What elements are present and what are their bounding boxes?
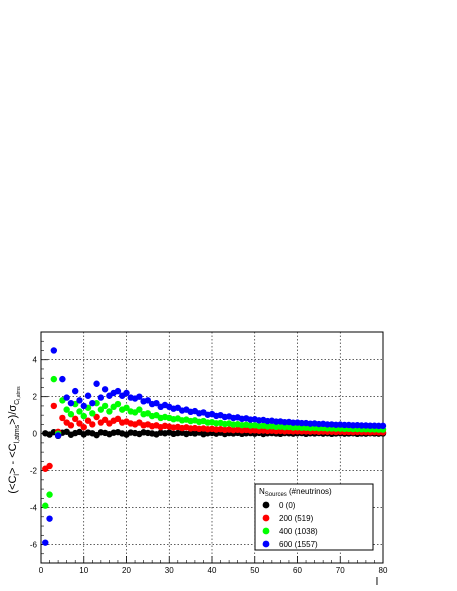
data-point bbox=[114, 400, 122, 408]
y-label-part: (<C bbox=[7, 476, 19, 494]
legend-header-rest: (#neutrinos) bbox=[287, 487, 332, 496]
data-point bbox=[136, 393, 143, 400]
data-point bbox=[379, 422, 387, 430]
data-point bbox=[50, 347, 58, 354]
data-point bbox=[84, 417, 92, 424]
legend-label: 400 (1038) bbox=[279, 527, 318, 536]
y-tick-label: -4 bbox=[30, 504, 38, 513]
data-point bbox=[101, 402, 109, 410]
data-point bbox=[50, 375, 58, 383]
data-point bbox=[46, 515, 53, 522]
data-point bbox=[80, 412, 87, 420]
data-point bbox=[76, 420, 83, 427]
x-tick-label: 40 bbox=[208, 566, 217, 575]
x-tick-label: 30 bbox=[165, 566, 174, 575]
data-point bbox=[144, 397, 152, 404]
data-point bbox=[46, 462, 53, 470]
data-point bbox=[46, 491, 53, 498]
x-axis-label: l bbox=[376, 576, 378, 588]
x-tick-label: 70 bbox=[336, 566, 345, 575]
y-label-part: > - <C bbox=[7, 443, 19, 474]
data-point bbox=[42, 539, 49, 546]
x-tick-label: 10 bbox=[79, 566, 88, 575]
data-point bbox=[97, 406, 105, 413]
legend-header-sub: Sources bbox=[265, 492, 287, 498]
data-point bbox=[84, 392, 92, 399]
data-point bbox=[63, 406, 70, 413]
data-point bbox=[136, 406, 143, 413]
series-1 bbox=[42, 402, 387, 472]
x-tick-label: 20 bbox=[122, 566, 131, 575]
x-tick-label: 0 bbox=[39, 566, 44, 575]
y-label-sub: C bbox=[14, 400, 21, 405]
legend-label: 0 (0) bbox=[279, 501, 296, 510]
legend: NSources (#neutrinos) 0 (0) 200 (519) 400 … bbox=[254, 483, 374, 551]
data-point bbox=[72, 387, 79, 395]
legend-header: NSources (#neutrinos) bbox=[259, 487, 332, 498]
legend-marker bbox=[262, 540, 270, 548]
x-tick-label: 50 bbox=[250, 566, 259, 575]
data-point bbox=[101, 386, 109, 393]
legend-marker bbox=[262, 501, 270, 509]
data-point bbox=[54, 432, 62, 439]
data-point bbox=[63, 394, 70, 401]
data-point bbox=[72, 415, 79, 423]
y-label-subsub: l,atms bbox=[16, 386, 22, 400]
data-point bbox=[93, 413, 100, 421]
y-axis-label: (<Cl> - <Cl,atms>)/σCl,atms bbox=[7, 386, 22, 494]
axis-ticks bbox=[40, 331, 384, 564]
y-tick-label: 4 bbox=[33, 356, 38, 365]
y-label-part: >)/σ bbox=[7, 405, 19, 425]
data-point bbox=[67, 399, 75, 407]
y-tick-label: 2 bbox=[33, 393, 38, 402]
legend-box bbox=[254, 483, 374, 551]
data-point bbox=[114, 415, 122, 423]
data-point bbox=[80, 423, 87, 431]
data-point bbox=[123, 389, 130, 397]
legend-marker bbox=[262, 514, 270, 522]
data-point bbox=[97, 394, 105, 401]
data-point bbox=[50, 402, 58, 410]
data-point bbox=[89, 410, 96, 417]
data-point bbox=[89, 399, 96, 407]
x-tick-label: 60 bbox=[293, 566, 302, 575]
y-tick-label: 0 bbox=[33, 430, 38, 439]
y-label-sub: l,atms bbox=[14, 424, 21, 443]
data-point bbox=[80, 402, 87, 410]
data-point bbox=[93, 380, 100, 387]
legend-entries: 0 (0) 200 (519) 400 (1038) 600 (1557) bbox=[262, 501, 318, 549]
x-tick-label: 80 bbox=[379, 566, 388, 575]
series-layer bbox=[42, 347, 387, 546]
tick-labels: 0 10 20 30 40 50 60 70 80 -6 -4 -2 0 2 4 bbox=[30, 356, 388, 575]
series-3 bbox=[42, 347, 387, 546]
data-point bbox=[67, 422, 75, 429]
data-point bbox=[101, 416, 109, 423]
data-point bbox=[114, 387, 122, 395]
y-tick-label: -6 bbox=[30, 541, 38, 550]
data-point bbox=[59, 375, 66, 383]
data-point bbox=[42, 502, 49, 509]
legend-marker bbox=[262, 527, 270, 535]
data-point bbox=[76, 408, 83, 415]
data-point bbox=[89, 421, 96, 428]
data-point bbox=[123, 404, 130, 411]
data-point bbox=[76, 397, 83, 404]
series-2 bbox=[42, 375, 387, 509]
y-tick-label: -2 bbox=[30, 467, 38, 476]
legend-label: 200 (519) bbox=[279, 514, 314, 523]
data-point bbox=[59, 414, 66, 422]
data-point bbox=[106, 408, 113, 415]
legend-label: 600 (1557) bbox=[279, 540, 318, 549]
y-label-sub: l bbox=[14, 474, 21, 476]
legend-header-main: N bbox=[259, 487, 265, 496]
data-point bbox=[153, 399, 160, 407]
data-point bbox=[67, 411, 75, 418]
